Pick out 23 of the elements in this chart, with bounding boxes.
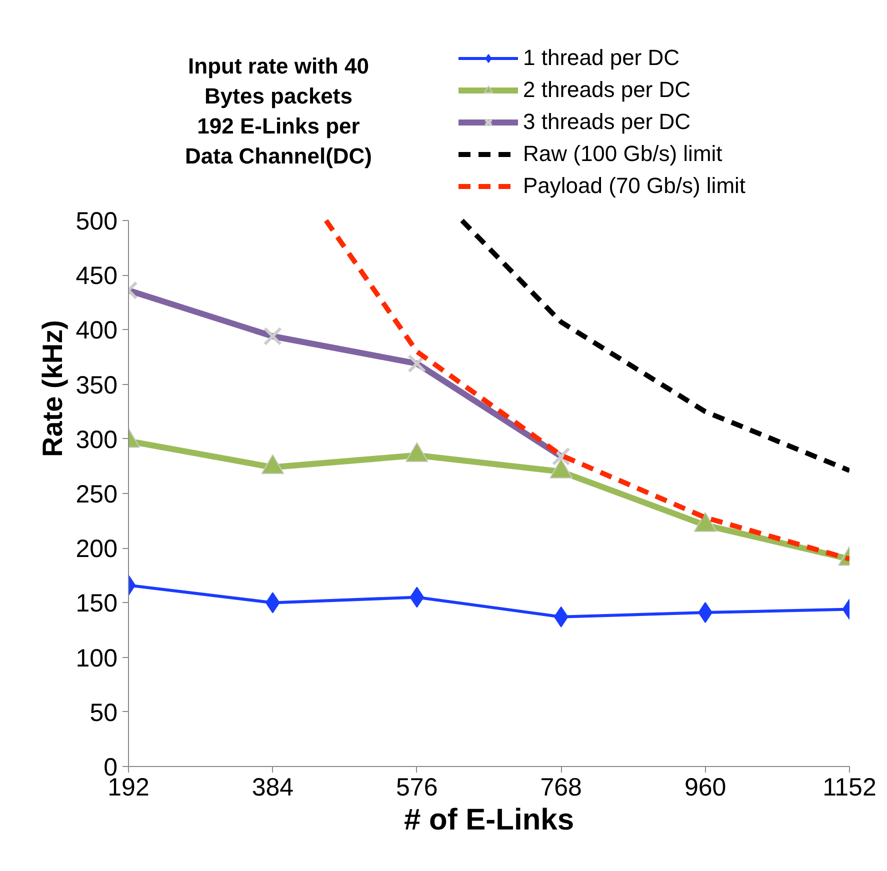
legend-label: Payload (70 Gb/s) limit [523, 172, 746, 200]
y-tick-label: 350 [76, 371, 118, 400]
y-tick-label: 150 [76, 590, 118, 618]
chart-title: Input rate with 40 Bytes packets 192 E-Links per Data Channel(DC) [184, 54, 372, 168]
legend-label: 2 threads per DC [523, 76, 691, 104]
x-tick-label: 384 [252, 774, 294, 802]
y-tick-label: 200 [76, 535, 118, 564]
y-axis-title: Rate (kHz) [36, 320, 68, 457]
legend-label: Raw (100 Gb/s) limit [523, 140, 722, 168]
y-tick-label: 500 [76, 208, 118, 236]
legend-label: 3 threads per DC [523, 108, 691, 136]
x-axis-title: # of E-Links [404, 804, 574, 836]
legend-label: 1 thread per DC [523, 44, 680, 72]
x-tick-label: 1152 [822, 774, 876, 802]
x-tick-label: 576 [396, 774, 438, 802]
y-tick-label: 250 [76, 480, 118, 508]
y-tick-label: 300 [76, 426, 118, 454]
y-tick-label: 400 [76, 316, 118, 345]
x-tick-label: 960 [684, 774, 726, 802]
x-tick-label: 768 [540, 774, 582, 802]
y-tick-label: 450 [76, 262, 118, 290]
y-tick-label: 100 [76, 644, 118, 672]
y-tick-label: 50 [90, 698, 118, 727]
